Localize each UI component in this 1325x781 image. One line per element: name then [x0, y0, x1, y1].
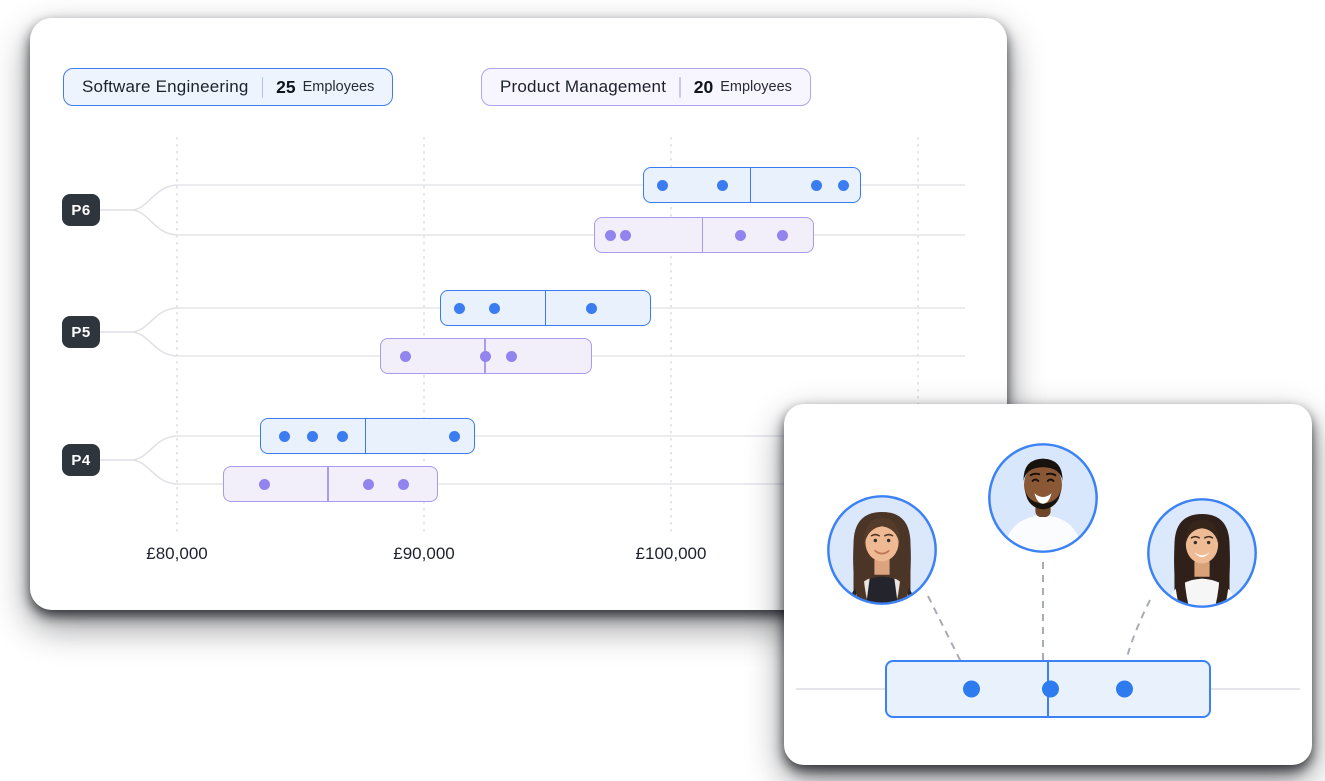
legend-employee-unit: Employees [720, 79, 792, 95]
legend-employee-count: 25 [276, 76, 296, 97]
employee-avatar[interactable] [1145, 496, 1259, 610]
median-line-pm-p6 [701, 218, 704, 252]
employee-avatar[interactable] [825, 493, 939, 607]
level-badge-P4: P4 [62, 444, 100, 476]
median-line-se-p6 [749, 168, 752, 202]
employee-dot-se-p4[interactable] [307, 430, 319, 442]
employee-dot-se-p6[interactable] [656, 179, 668, 191]
employee-dot-pm-p5[interactable] [399, 350, 411, 362]
team-detail-card [784, 404, 1312, 765]
employee-dot-pm-p4[interactable] [362, 478, 374, 490]
team-range-box[interactable] [885, 660, 1211, 718]
employee-dot-se-p5[interactable] [488, 302, 500, 314]
x-axis-tick: £100,000 [635, 544, 707, 563]
employee-dot-se-p5[interactable] [586, 302, 598, 314]
x-axis-tick: £80,000 [146, 544, 208, 563]
median-line-pm-p4 [327, 467, 330, 501]
employee-avatar[interactable] [986, 441, 1100, 555]
legend-chip-product-management[interactable]: Product Management 20 Employees [481, 68, 811, 106]
employee-dot-se-p6[interactable] [838, 179, 850, 191]
employee-dot-se-p5[interactable] [454, 302, 466, 314]
employee-dot-se-p4[interactable] [449, 430, 461, 442]
median-line-se-p5 [544, 291, 547, 325]
legend-department-label: Software Engineering [82, 77, 249, 96]
salary-range-box-se-p6[interactable] [642, 167, 862, 203]
team-member-dot[interactable] [1041, 680, 1059, 698]
salary-range-box-se-p5[interactable] [440, 290, 652, 326]
team-member-dot[interactable] [962, 680, 980, 698]
team-member-dot[interactable] [1116, 680, 1134, 698]
employee-dot-pm-p6[interactable] [776, 229, 788, 241]
employee-dot-pm-p4[interactable] [397, 478, 409, 490]
legend-divider [261, 76, 264, 98]
employee-dot-pm-p6[interactable] [734, 229, 746, 241]
employee-dot-pm-p6[interactable] [604, 229, 616, 241]
employee-dot-pm-p6[interactable] [619, 229, 631, 241]
median-line-se-p4 [364, 419, 367, 453]
employee-dot-se-p6[interactable] [717, 179, 729, 191]
employee-dot-pm-p5[interactable] [506, 350, 518, 362]
woman-dark-hair-avatar-icon [1147, 498, 1257, 608]
employee-dot-se-p4[interactable] [336, 430, 348, 442]
employee-dot-pm-p5[interactable] [480, 350, 492, 362]
man-with-beard-avatar-icon [988, 443, 1098, 553]
level-badge-P6: P6 [62, 194, 100, 226]
boxplot-chart: P6 P5 P4 £80,000 £90,000 £100,000 [30, 18, 1007, 610]
woman-long-brown-hair-avatar-icon [827, 495, 937, 605]
employee-dot-se-p4[interactable] [278, 430, 290, 442]
salary-range-box-se-p4[interactable] [259, 418, 475, 454]
level-badge-P5: P5 [62, 316, 100, 348]
legend-department-label: Product Management [500, 77, 667, 96]
legend-chip-software-engineering[interactable]: Software Engineering 25 Employees [63, 68, 394, 106]
x-axis-tick: £90,000 [393, 544, 455, 563]
salary-chart-card: Software Engineering 25 Employees Produc… [30, 18, 1007, 610]
legend-employee-count: 20 [693, 76, 714, 97]
legend-employee-unit: Employees [302, 79, 375, 95]
employee-dot-se-p6[interactable] [811, 179, 823, 191]
employee-dot-pm-p4[interactable] [259, 478, 271, 490]
legend-divider [679, 76, 681, 98]
